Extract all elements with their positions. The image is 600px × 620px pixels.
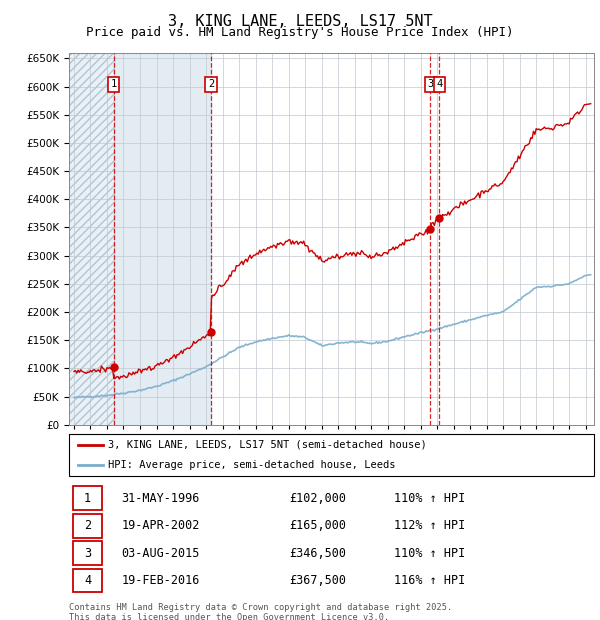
Text: 1: 1 (110, 79, 117, 89)
Text: 2: 2 (84, 519, 91, 532)
Text: 31-MAY-1996: 31-MAY-1996 (121, 492, 200, 505)
Text: £102,000: £102,000 (290, 492, 347, 505)
Text: 112% ↑ HPI: 112% ↑ HPI (395, 519, 466, 532)
Bar (114, 53, 211, 425)
Text: 4: 4 (436, 79, 442, 89)
Text: 1: 1 (84, 492, 91, 505)
Text: 4: 4 (84, 574, 91, 587)
Bar (69, 53, 114, 425)
Text: Price paid vs. HM Land Registry's House Price Index (HPI): Price paid vs. HM Land Registry's House … (86, 26, 514, 39)
Bar (69, 53, 114, 425)
Text: 19-APR-2002: 19-APR-2002 (121, 519, 200, 532)
Text: 2: 2 (208, 79, 214, 89)
Bar (73, 514, 102, 538)
Text: £367,500: £367,500 (290, 574, 347, 587)
Text: £346,500: £346,500 (290, 547, 347, 560)
Bar (73, 487, 102, 510)
Text: HPI: Average price, semi-detached house, Leeds: HPI: Average price, semi-detached house,… (109, 460, 396, 470)
Bar (73, 541, 102, 565)
Text: 110% ↑ HPI: 110% ↑ HPI (395, 547, 466, 560)
Text: 3, KING LANE, LEEDS, LS17 5NT: 3, KING LANE, LEEDS, LS17 5NT (167, 14, 433, 29)
Text: 3, KING LANE, LEEDS, LS17 5NT (semi-detached house): 3, KING LANE, LEEDS, LS17 5NT (semi-deta… (109, 440, 427, 450)
Text: 03-AUG-2015: 03-AUG-2015 (121, 547, 200, 560)
Bar (73, 569, 102, 592)
Text: 19-FEB-2016: 19-FEB-2016 (121, 574, 200, 587)
Text: 110% ↑ HPI: 110% ↑ HPI (395, 492, 466, 505)
Text: 3: 3 (84, 547, 91, 560)
Text: 3: 3 (427, 79, 434, 89)
Text: £165,000: £165,000 (290, 519, 347, 532)
Text: 116% ↑ HPI: 116% ↑ HPI (395, 574, 466, 587)
Text: Contains HM Land Registry data © Crown copyright and database right 2025.
This d: Contains HM Land Registry data © Crown c… (69, 603, 452, 620)
